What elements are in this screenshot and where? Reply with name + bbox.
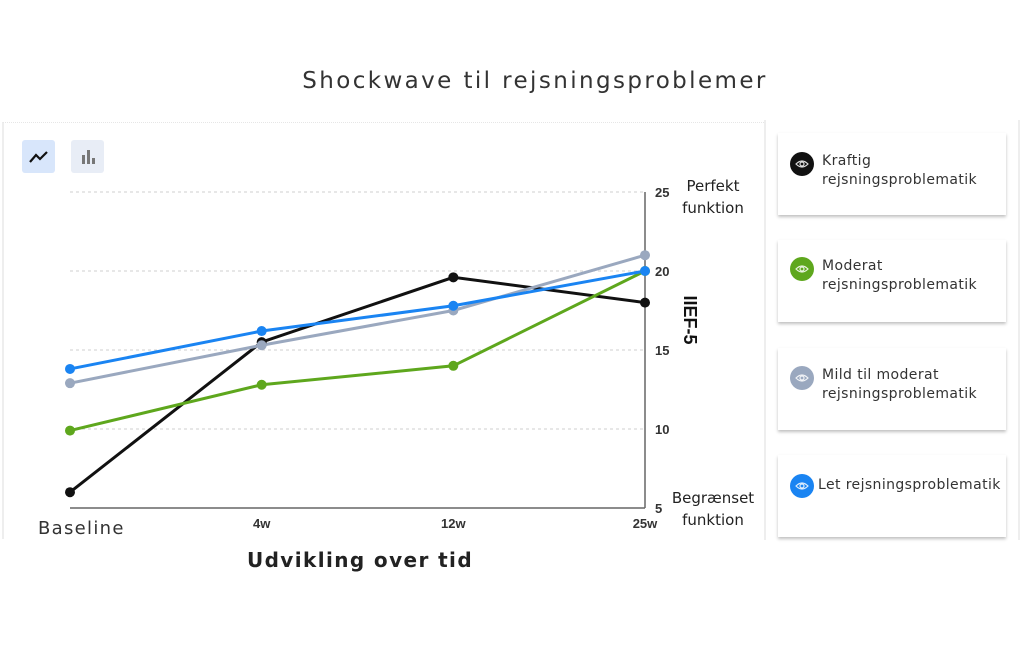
x-tick-label: 4w bbox=[253, 516, 271, 531]
data-point[interactable] bbox=[640, 297, 650, 308]
data-point[interactable] bbox=[256, 326, 267, 337]
chart-title: Shockwave til rejsningsproblemer bbox=[302, 68, 768, 94]
x-tick-baseline: Baseline bbox=[38, 518, 125, 539]
line-chart-plot: 5 10 15 20 25 4w 12w 25w IIEF-5 Perfekt funktion Be… bbox=[65, 177, 754, 531]
legend-item-kraftig[interactable]: Kraftig rejsningsproblematik bbox=[778, 133, 1006, 215]
data-point[interactable] bbox=[640, 250, 650, 261]
bar-chart-icon bbox=[81, 149, 95, 164]
data-point[interactable] bbox=[640, 266, 650, 276]
eye-icon bbox=[795, 265, 809, 273]
legend-label: Mild til moderat rejsningsproblematik bbox=[822, 367, 978, 402]
legend-item-moderat[interactable]: Moderat rejsningsproblematik bbox=[778, 240, 1006, 322]
legend-dot bbox=[790, 366, 814, 390]
legend-dot bbox=[790, 152, 814, 176]
data-point[interactable] bbox=[65, 425, 75, 436]
data-point[interactable] bbox=[448, 360, 459, 371]
y-annotation: Begrænset bbox=[672, 489, 754, 507]
series-line bbox=[69, 269, 646, 433]
x-tick-label: 25w bbox=[633, 516, 658, 531]
legend-panel: Kraftig rejsningsproblematik Moderat rejsn… bbox=[764, 120, 1020, 540]
legend-label: Let rejsningsproblematik bbox=[818, 477, 1001, 493]
y-axis-label: IIEF-5 bbox=[680, 295, 700, 344]
data-point[interactable] bbox=[448, 272, 459, 283]
y-annotation: Perfekt bbox=[687, 177, 740, 195]
x-axis-label: Udvikling over tid bbox=[246, 548, 474, 572]
legend-label: Moderat rejsningsproblematik bbox=[822, 258, 978, 293]
data-point[interactable] bbox=[256, 340, 267, 351]
y-annotation: funktion bbox=[682, 511, 744, 529]
data-point[interactable] bbox=[65, 363, 75, 374]
data-point[interactable] bbox=[65, 378, 75, 389]
legend-item-mild-til-moderat[interactable]: Mild til moderat rejsningsproblematik bbox=[778, 348, 1006, 430]
legend-dot bbox=[790, 474, 814, 498]
eye-icon bbox=[795, 374, 809, 382]
data-point[interactable] bbox=[448, 300, 459, 311]
y-tick-label: 10 bbox=[655, 422, 669, 437]
series-line bbox=[69, 275, 646, 494]
data-point[interactable] bbox=[65, 487, 75, 498]
x-tick-label: 12w bbox=[441, 516, 466, 531]
y-tick-label: 5 bbox=[655, 501, 662, 516]
bar-view-toggle[interactable] bbox=[71, 140, 104, 173]
series-line bbox=[69, 253, 646, 385]
y-tick-label: 20 bbox=[655, 264, 669, 279]
series-line bbox=[69, 269, 646, 371]
eye-icon bbox=[795, 160, 809, 168]
data-point[interactable] bbox=[256, 379, 267, 390]
legend-dot bbox=[790, 257, 814, 281]
legend-item-let[interactable]: Let rejsningsproblematik bbox=[778, 455, 1006, 537]
y-tick-label: 15 bbox=[655, 343, 669, 358]
line-chart-icon bbox=[28, 150, 48, 163]
legend-label: Kraftig rejsningsproblematik bbox=[822, 153, 978, 188]
y-tick-label: 25 bbox=[655, 185, 669, 200]
y-annotation: funktion bbox=[682, 199, 744, 217]
eye-icon bbox=[795, 482, 809, 490]
line-view-toggle[interactable] bbox=[22, 140, 55, 173]
chart-panel bbox=[2, 122, 764, 539]
